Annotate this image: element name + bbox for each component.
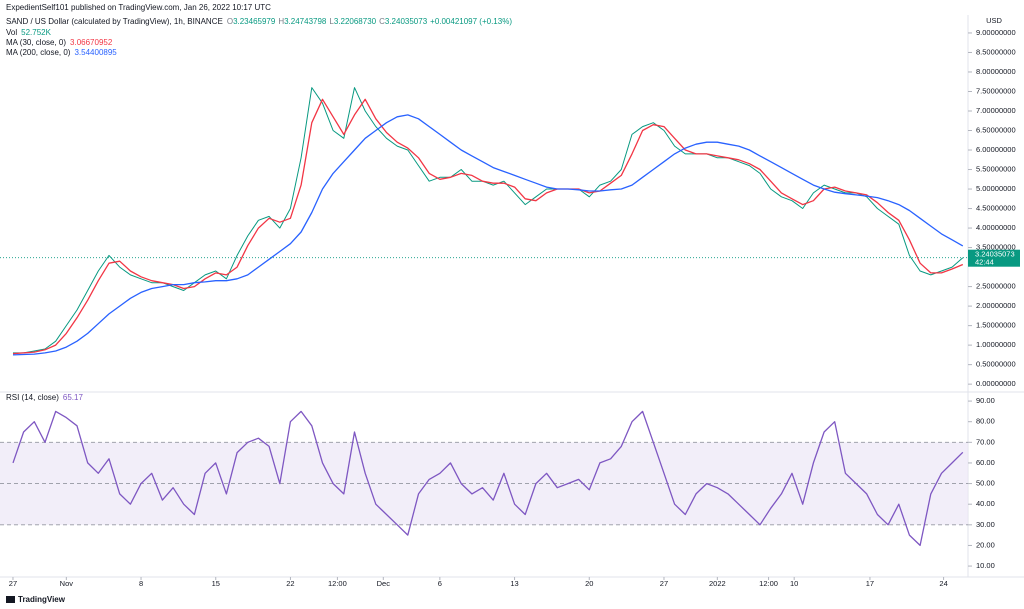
publisher-line: ExpedientSelf101 published on TradingVie… xyxy=(6,3,271,12)
ohlc-value: 3.24743798 xyxy=(284,17,327,26)
y-tick-label: 2.00000000 xyxy=(976,301,1016,310)
y-tick-label: 6.00000000 xyxy=(976,145,1016,154)
legend-value: 65.17 xyxy=(63,393,84,402)
y-tick-label: 4.00000000 xyxy=(976,223,1016,232)
x-tick-label: 22 xyxy=(286,579,294,588)
x-tick-label: 2022 xyxy=(709,579,726,588)
ohlc-key: H xyxy=(278,17,284,26)
y-tick-label: 1.00000000 xyxy=(976,340,1016,349)
countdown: 42:44 xyxy=(975,258,994,267)
y-tick-label: 3.50000000 xyxy=(976,243,1016,252)
x-tick-label: Nov xyxy=(60,579,74,588)
volume-name: Vol xyxy=(6,28,17,37)
x-tick-label: 20 xyxy=(585,579,593,588)
x-tick-label: 10 xyxy=(790,579,798,588)
ohlc-value: 3.22068730 xyxy=(334,17,377,26)
symbol-line: SAND / US Dollar (calculated by TradingV… xyxy=(6,17,512,26)
legend-name: MA (200, close, 0) xyxy=(6,48,71,57)
x-tick-label: 13 xyxy=(510,579,518,588)
y-tick-label: 9.00000000 xyxy=(976,28,1016,37)
series-line xyxy=(12,410,964,547)
symbol-title: SAND / US Dollar (calculated by TradingV… xyxy=(6,17,223,26)
y-tick-label: 40.00 xyxy=(976,499,995,508)
last-price-label: 3.24035073 xyxy=(975,250,1015,259)
series-line xyxy=(12,114,964,356)
x-tick-label: 27 xyxy=(660,579,668,588)
x-tick-label: 27 xyxy=(9,579,17,588)
x-tick-label: 12:00 xyxy=(759,579,778,588)
y-tick-label: 5.00000000 xyxy=(976,184,1016,193)
ohlc-key: C xyxy=(379,17,385,26)
y-tick-label: 20.00 xyxy=(976,540,995,549)
x-tick-label: 24 xyxy=(939,579,947,588)
legend-name: RSI (14, close) xyxy=(6,393,59,402)
y-tick-label: 1.50000000 xyxy=(976,321,1016,330)
x-tick-label: 15 xyxy=(212,579,220,588)
ohlc-key: O xyxy=(227,17,233,26)
y-tick-label: 30.00 xyxy=(976,520,995,529)
legend-value: 3.54400895 xyxy=(74,48,117,57)
x-tick-label: 17 xyxy=(866,579,874,588)
y-tick-label: 8.50000000 xyxy=(976,47,1016,56)
y-tick-label: 50.00 xyxy=(976,479,995,488)
legend-entry: MA (200, close, 0) 3.54400895 xyxy=(6,48,117,57)
x-tick-label: Dec xyxy=(377,579,391,588)
change: +0.00421097 (+0.13%) xyxy=(430,17,512,26)
y-tick-label: 7.00000000 xyxy=(976,106,1016,115)
ohlc-value: 3.23465979 xyxy=(233,17,276,26)
legend-entry: RSI (14, close) 65.17 xyxy=(6,393,83,402)
series-line xyxy=(13,87,964,354)
volume-legend: Vol 52.752K xyxy=(6,28,52,37)
ohlc-key: L xyxy=(329,17,334,26)
ohlc-value: 3.24035073 xyxy=(385,17,428,26)
volume-value: 52.752K xyxy=(21,28,51,37)
y-tick-label: 0.50000000 xyxy=(976,360,1016,369)
legend-entry: MA (30, close, 0) 3.06670952 xyxy=(6,38,113,47)
y-tick-label: 90.00 xyxy=(976,396,995,405)
y-tick-label: 10.00 xyxy=(976,561,995,570)
x-tick-label: 8 xyxy=(139,579,143,588)
x-tick-label: 12:00 xyxy=(328,579,347,588)
y-tick-label: 70.00 xyxy=(976,437,995,446)
y-tick-label: 5.50000000 xyxy=(976,165,1016,174)
legend-name: MA (30, close, 0) xyxy=(6,38,66,47)
brand-name: TradingView xyxy=(18,595,66,604)
y-tick-label: 2.50000000 xyxy=(976,282,1016,291)
y-tick-label: 80.00 xyxy=(976,417,995,426)
brand-logo xyxy=(6,596,15,603)
y-tick-label: 8.00000000 xyxy=(976,67,1016,76)
y-tick-label: 7.50000000 xyxy=(976,86,1016,95)
y-tick-label: 0.00000000 xyxy=(976,379,1016,388)
axis-unit: USD xyxy=(986,16,1002,25)
brand: TradingView xyxy=(6,595,66,604)
y-tick-label: 60.00 xyxy=(976,458,995,467)
legend-value: 3.06670952 xyxy=(70,38,113,47)
x-tick-label: 6 xyxy=(438,579,442,588)
y-tick-label: 4.50000000 xyxy=(976,204,1016,213)
y-tick-label: 6.50000000 xyxy=(976,125,1016,134)
last-price-box xyxy=(968,249,1020,267)
